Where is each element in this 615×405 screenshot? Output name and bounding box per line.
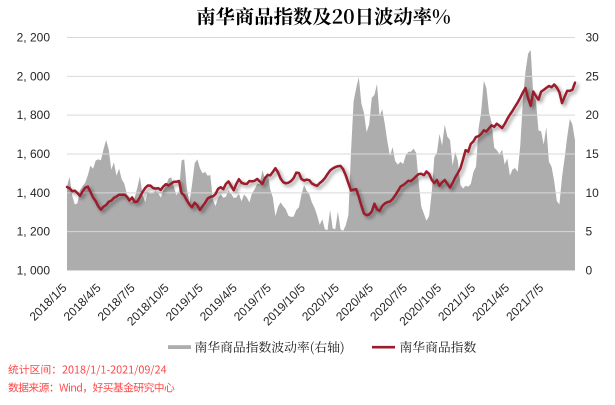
svg-text:1, 000: 1, 000: [17, 264, 51, 278]
svg-text:0: 0: [586, 264, 593, 278]
svg-text:2, 200: 2, 200: [17, 31, 51, 45]
svg-text:20: 20: [586, 108, 600, 122]
svg-text:15: 15: [586, 147, 600, 161]
svg-text:1, 600: 1, 600: [17, 147, 51, 161]
svg-text:2, 000: 2, 000: [17, 69, 51, 83]
svg-text:30: 30: [586, 31, 600, 45]
svg-text:1, 800: 1, 800: [17, 108, 51, 122]
svg-text:1, 200: 1, 200: [17, 225, 51, 239]
svg-text:25: 25: [586, 69, 600, 83]
svg-text:10: 10: [586, 186, 600, 200]
svg-text:1, 400: 1, 400: [17, 186, 51, 200]
svg-text:5: 5: [586, 225, 593, 239]
